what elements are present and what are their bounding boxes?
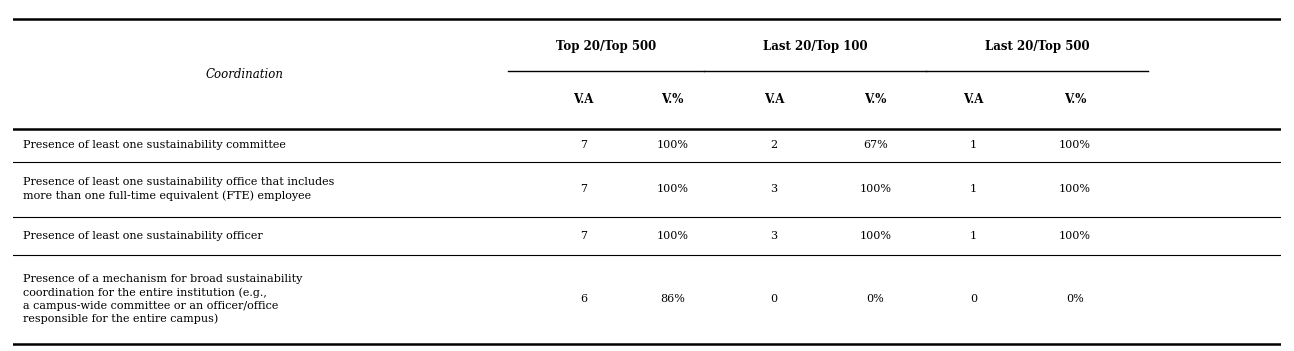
Text: Top 20/Top 500: Top 20/Top 500 <box>555 40 656 53</box>
Text: 67%: 67% <box>863 140 888 150</box>
Text: 1: 1 <box>970 184 977 194</box>
Text: 7: 7 <box>580 231 587 241</box>
Text: V.A: V.A <box>573 93 594 106</box>
Text: Last 20/Top 500: Last 20/Top 500 <box>985 40 1090 53</box>
Text: 0: 0 <box>970 294 977 304</box>
Text: 1: 1 <box>970 231 977 241</box>
Text: Coordination: Coordination <box>206 67 283 80</box>
Text: V.%: V.% <box>661 93 683 106</box>
Text: V.%: V.% <box>864 93 886 106</box>
Text: 3: 3 <box>770 184 778 194</box>
Text: 100%: 100% <box>1058 184 1091 194</box>
Text: 2: 2 <box>770 140 778 150</box>
Text: 1: 1 <box>970 140 977 150</box>
Text: 6: 6 <box>580 294 587 304</box>
Text: 100%: 100% <box>656 184 688 194</box>
Text: 100%: 100% <box>656 140 688 150</box>
Text: Last 20/Top 100: Last 20/Top 100 <box>762 40 867 53</box>
Text: 7: 7 <box>580 184 587 194</box>
Text: Presence of least one sustainability office that includes
more than one full-tim: Presence of least one sustainability off… <box>23 178 334 201</box>
Text: 100%: 100% <box>1058 140 1091 150</box>
Text: Presence of least one sustainability officer: Presence of least one sustainability off… <box>23 231 263 241</box>
Text: 100%: 100% <box>859 184 892 194</box>
Text: 86%: 86% <box>660 294 685 304</box>
Text: 100%: 100% <box>1058 231 1091 241</box>
Text: V.A: V.A <box>963 93 983 106</box>
Text: V.%: V.% <box>1064 93 1086 106</box>
Text: 7: 7 <box>580 140 587 150</box>
Text: 100%: 100% <box>656 231 688 241</box>
Text: 0: 0 <box>770 294 778 304</box>
Text: 0%: 0% <box>867 294 884 304</box>
Text: Presence of a mechanism for broad sustainability
coordination for the entire ins: Presence of a mechanism for broad sustai… <box>23 274 303 324</box>
Text: 0%: 0% <box>1066 294 1084 304</box>
Text: 100%: 100% <box>859 231 892 241</box>
Text: V.A: V.A <box>763 93 784 106</box>
Text: Presence of least one sustainability committee: Presence of least one sustainability com… <box>23 140 286 150</box>
Text: 3: 3 <box>770 231 778 241</box>
